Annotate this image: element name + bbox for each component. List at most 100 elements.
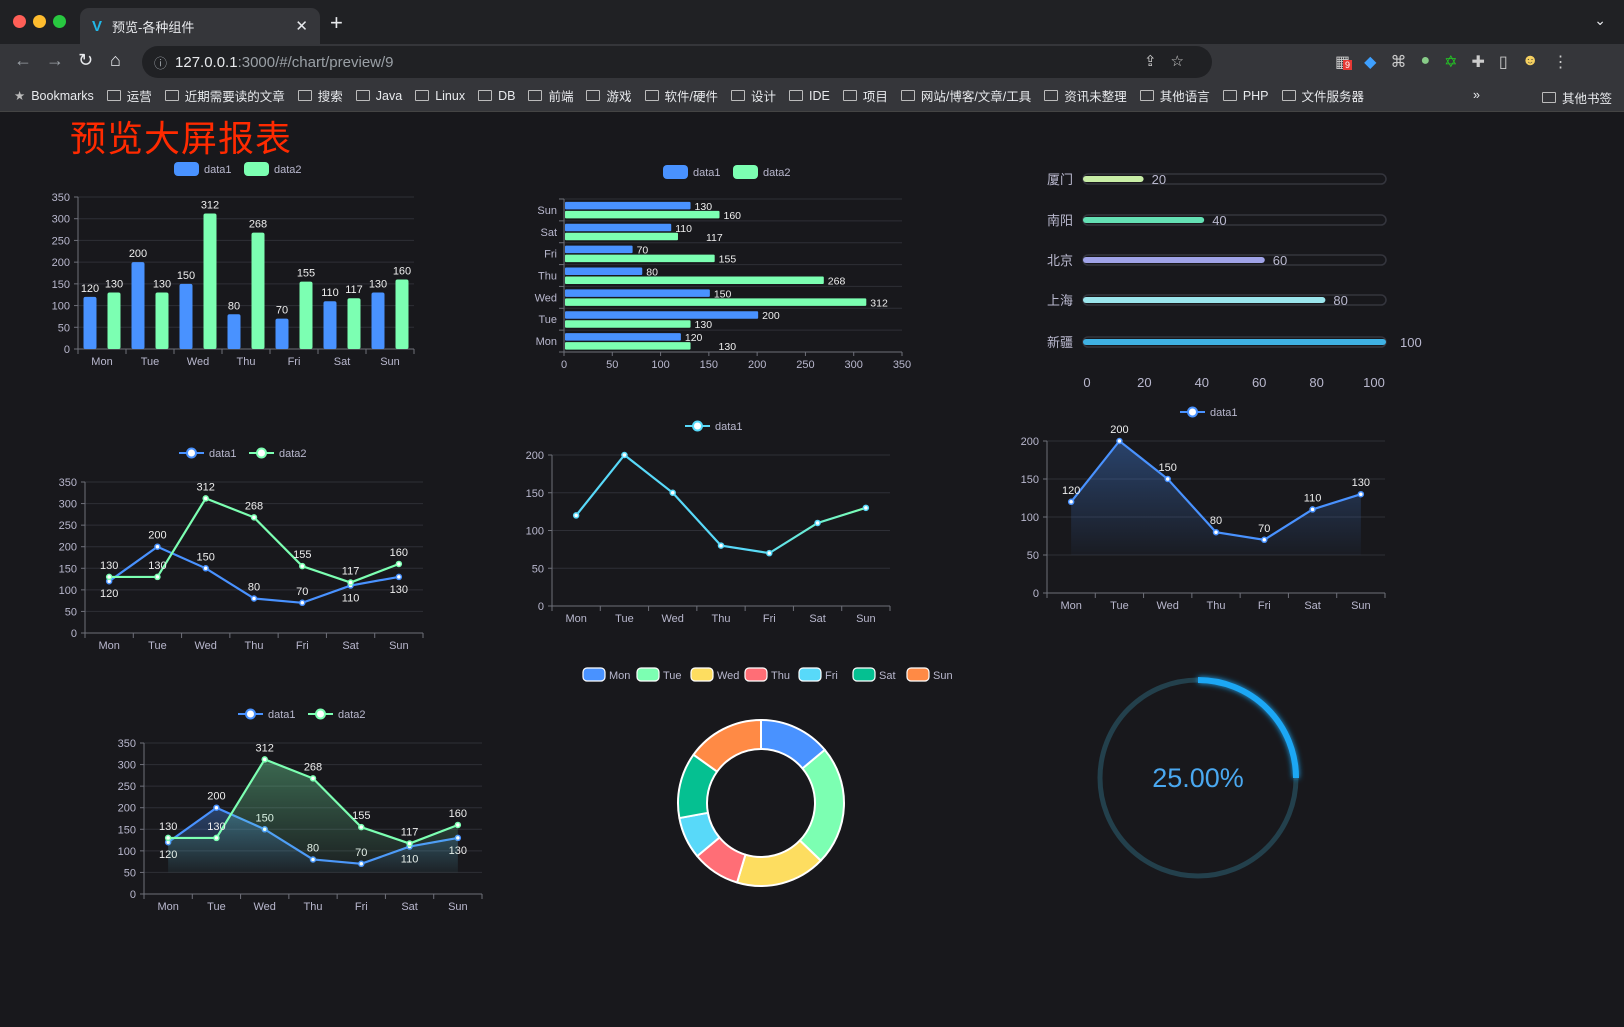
bar-data2 [565, 342, 691, 350]
y-tick-label: 250 [118, 781, 136, 793]
bookmark-item[interactable]: 其他语言 [1139, 86, 1210, 105]
legend-item-Wed[interactable]: Wed [690, 667, 739, 682]
legend-item-Thu[interactable]: Thu [744, 667, 790, 682]
bookmark-item[interactable]: DB [478, 89, 515, 103]
address-bar[interactable]: ⓘ 127.0.0.1 :3000/#/chart/preview/9 ⇪☆ [142, 46, 1212, 78]
back-icon[interactable]: ← [14, 50, 32, 70]
close-tab-icon[interactable]: ✕ [295, 18, 308, 35]
bookmark-item[interactable]: 软件/硬件 [644, 86, 718, 105]
legend-swatch-icon [852, 667, 876, 682]
data-point [621, 451, 628, 459]
green-dot-extension-icon[interactable]: ● [1420, 52, 1431, 69]
puzzle-extensions-icon[interactable]: ✚ [1471, 54, 1485, 71]
more-bookmarks-button[interactable]: » [1469, 88, 1484, 102]
y-tick-label: 50 [1027, 550, 1039, 562]
x-tick-label: Tue [141, 356, 160, 368]
folder-icon [586, 90, 601, 101]
x-tick-label: Thu [712, 613, 731, 625]
x-tick-label: Wed [1157, 600, 1179, 612]
reload-icon[interactable]: ↻ [78, 50, 94, 70]
point-value-label: 130 [207, 821, 225, 833]
legend-item-data1[interactable]: data1 [1180, 406, 1238, 419]
tab-search-chevron-icon[interactable]: ⌄ [1594, 12, 1606, 28]
legend-item-Tue[interactable]: Tue [636, 667, 682, 682]
url-path: :3000/#/chart/preview/9 [237, 53, 394, 71]
bookmark-item[interactable]: 项目 [842, 86, 888, 105]
bookmark-item[interactable]: IDE [789, 89, 830, 103]
minimize-window-button[interactable] [33, 15, 46, 28]
gem-extension-icon[interactable]: ◆ [1364, 54, 1377, 71]
legend-label: Mon [609, 670, 630, 682]
legend-item-Mon[interactable]: Mon [582, 667, 630, 682]
site-info-icon[interactable]: ⓘ [154, 55, 168, 71]
bar-value-label: 130 [695, 201, 713, 213]
legend-item-data2[interactable]: data2 [733, 165, 791, 179]
point-value-label: 160 [449, 808, 467, 820]
legend-label: data1 [693, 167, 721, 179]
donut-slice-Tue[interactable] [798, 748, 845, 862]
legend-item-data1[interactable]: data1 [685, 420, 743, 433]
bookmark-item[interactable]: 近期需要读的文章 [164, 86, 285, 105]
bookmark-item[interactable]: ★ Bookmarks [14, 88, 94, 104]
y-tick-label: 50 [58, 322, 70, 334]
command-extension-icon[interactable]: ⌘ [1390, 54, 1407, 71]
bookmark-star-icon[interactable]: ☆ [1170, 53, 1198, 70]
point-value-label: 120 [1062, 485, 1080, 497]
legend-swatch-icon [582, 667, 606, 682]
bookmark-item[interactable]: 搜索 [297, 86, 343, 105]
area-chart: data1 data2 0 50 100 150 200 250 300 350 Mon Tue Wed… [118, 708, 483, 913]
new-tab-button[interactable]: + [330, 10, 343, 35]
legend-item-data1[interactable]: data1 [663, 165, 721, 179]
bookmark-item[interactable]: 游戏 [586, 86, 632, 105]
x-tick-label: 0 [1083, 375, 1090, 390]
extension-grid-icon[interactable]: ▦9 [1335, 52, 1353, 72]
home-icon[interactable]: ⌂ [110, 50, 121, 70]
y-tick-label: 300 [59, 499, 77, 511]
bookmark-item[interactable]: 运营 [106, 86, 152, 105]
legend-label: data2 [338, 709, 366, 721]
bar-data2 [203, 213, 217, 349]
bookmark-item[interactable]: PHP [1222, 89, 1269, 103]
x-tick-label: Tue [1110, 600, 1129, 612]
menu-kebab-icon[interactable]: ⋮ [1552, 54, 1569, 71]
legend-item-Fri[interactable]: Fri [798, 667, 838, 682]
legend-item-Sat[interactable]: Sat [852, 667, 896, 682]
close-window-button[interactable] [13, 15, 26, 28]
bar-data2 [565, 210, 720, 219]
other-bookmarks[interactable]: 其他书签 [1533, 88, 1612, 107]
bar-value-label: 200 [129, 248, 147, 260]
bookmark-item[interactable]: 资讯未整理 [1044, 86, 1127, 105]
folder-icon [1044, 90, 1059, 101]
legend-item-data2[interactable]: data2 [249, 447, 307, 460]
y-tick-label: 100 [59, 585, 77, 597]
legend-item-data1[interactable]: data1 [238, 708, 296, 721]
bookmark-item[interactable]: 网站/博客/文章/工具 [900, 86, 1031, 105]
point-value-label: 130 [1352, 477, 1370, 489]
bookmark-item[interactable]: 设计 [730, 86, 776, 105]
legend-item-data2[interactable]: data2 [244, 162, 302, 176]
bookmark-item[interactable]: Linux [415, 89, 465, 103]
profile-avatar[interactable]: ☻ [1521, 52, 1539, 69]
legend-item-data1[interactable]: data1 [174, 162, 232, 176]
vue-logo-icon: V [92, 17, 103, 35]
legend-item-Sun[interactable]: Sun [906, 667, 953, 682]
bookmark-item[interactable]: Java [355, 89, 402, 103]
legend-item-data2[interactable]: data2 [308, 708, 366, 721]
browser-tab[interactable]: V 预览-各种组件 ✕ [80, 8, 320, 44]
bar-value-label: 155 [719, 254, 737, 266]
side-panel-icon[interactable]: ▯ [1498, 54, 1508, 71]
series-line-data1 [575, 453, 867, 555]
bar-value-label: 155 [297, 268, 315, 280]
legend-item-data1[interactable]: data1 [179, 447, 237, 460]
bar-data2 [565, 232, 678, 241]
star-extension-icon[interactable]: ✡ [1444, 54, 1458, 71]
donut-slice-Wed[interactable] [736, 839, 822, 887]
y-tick-label: 100 [526, 526, 544, 538]
forward-icon[interactable]: → [46, 50, 64, 70]
bookmark-item[interactable]: 前端 [528, 86, 573, 105]
share-icon[interactable]: ⇪ [1143, 53, 1171, 70]
bookmark-label: Linux [435, 88, 466, 103]
donut-slice-Sun[interactable] [692, 719, 762, 773]
maximize-window-button[interactable] [53, 15, 66, 28]
bookmark-item[interactable]: 文件服务器 [1281, 86, 1364, 105]
